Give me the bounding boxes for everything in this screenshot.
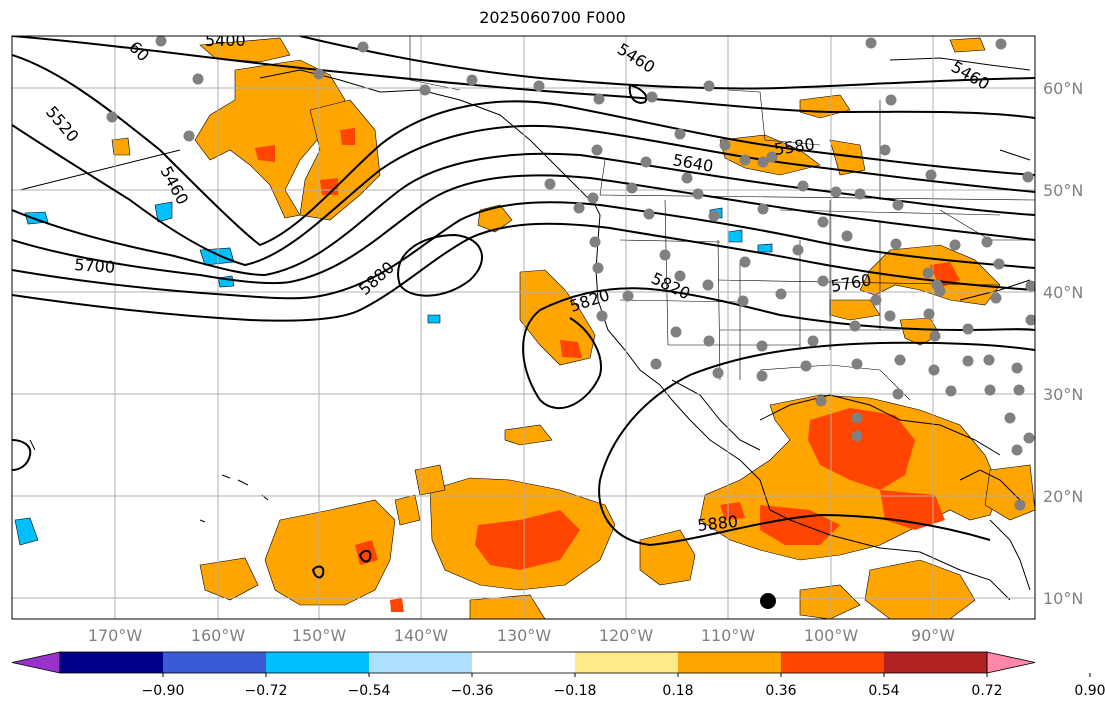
highlight-station-dot bbox=[760, 593, 776, 609]
colorbar-tick-label: 0.72 bbox=[971, 683, 1002, 699]
lon-tick-label: 90°W bbox=[911, 626, 955, 645]
colorbar-segment bbox=[575, 652, 679, 673]
contour-label: 5880 bbox=[696, 512, 738, 535]
colorbar-segment bbox=[163, 652, 267, 673]
station-dots bbox=[106, 36, 1035, 511]
colorbar-tick-label: −0.36 bbox=[451, 683, 494, 699]
colorbar-extend-high bbox=[986, 651, 1036, 674]
colorbar-extend-low bbox=[11, 651, 61, 674]
longitude-labels: 170°W 160°W 150°W 140°W 130°W 120°W 110°… bbox=[88, 626, 955, 645]
colorbar-tick-label: −0.54 bbox=[348, 683, 391, 699]
lat-tick-label: 20°N bbox=[1043, 487, 1083, 506]
colorbar-segment bbox=[369, 652, 473, 673]
lon-tick-label: 170°W bbox=[88, 626, 143, 645]
colorbar-tick-label: −0.72 bbox=[245, 683, 288, 699]
lon-tick-label: 110°W bbox=[701, 626, 756, 645]
lon-tick-label: 140°W bbox=[394, 626, 449, 645]
lat-tick-label: 10°N bbox=[1043, 589, 1083, 608]
colorbar-segment bbox=[472, 652, 576, 673]
colorbar-segment bbox=[884, 652, 988, 673]
colorbar-tick-label: 0.90 bbox=[1074, 683, 1105, 699]
contour-label: 5700 bbox=[74, 255, 116, 277]
lon-tick-label: 130°W bbox=[497, 626, 552, 645]
lat-tick-label: 60°N bbox=[1043, 79, 1083, 98]
lat-tick-label: 30°N bbox=[1043, 385, 1083, 404]
colorbar-frame bbox=[59, 651, 988, 674]
contour-label: 5400 bbox=[205, 31, 246, 50]
latitude-labels: 10°N 20°N 30°N 40°N 50°N 60°N bbox=[1043, 79, 1083, 608]
lat-tick-label: 40°N bbox=[1043, 283, 1083, 302]
political-boundaries bbox=[409, 36, 1035, 401]
colorbar-tick-label: 0.36 bbox=[765, 683, 796, 699]
negative-shading bbox=[14, 201, 773, 546]
height-contours bbox=[12, 36, 1035, 579]
coastlines bbox=[19, 57, 1031, 601]
lat-tick-label: 50°N bbox=[1043, 181, 1083, 200]
colorbar-tick-label: 0.54 bbox=[868, 683, 899, 699]
lon-tick-label: 100°W bbox=[804, 626, 859, 645]
lon-tick-label: 120°W bbox=[599, 626, 654, 645]
colorbar-segment bbox=[266, 652, 370, 673]
map-frame bbox=[11, 35, 1036, 620]
lon-tick-label: 150°W bbox=[292, 626, 347, 645]
colorbar-segment bbox=[678, 652, 782, 673]
map-title: 2025060700 F000 bbox=[479, 8, 626, 27]
colorbar-tick-label: −0.18 bbox=[554, 683, 597, 699]
colorbar-tick-label: 0.18 bbox=[662, 683, 693, 699]
colorbar-tick-label: −0.90 bbox=[142, 683, 185, 699]
gridlines bbox=[12, 36, 1035, 619]
colorbar-segment bbox=[60, 652, 164, 673]
colorbar: −0.90 −0.72 −0.54 −0.36 −0.18 0.18 0.36 0.54 0.7… bbox=[11, 651, 1105, 699]
lon-tick-label: 160°W bbox=[191, 626, 246, 645]
colorbar-segment bbox=[781, 652, 885, 673]
